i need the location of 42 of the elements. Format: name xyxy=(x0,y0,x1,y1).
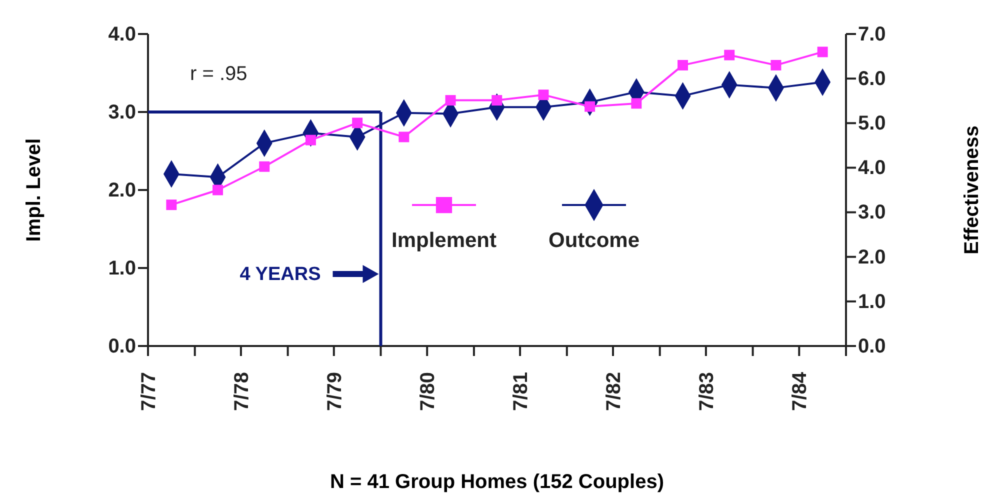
point xyxy=(445,95,456,106)
x-tick-label: 7/78 xyxy=(230,372,253,411)
y-tick-label: 4.0 xyxy=(108,23,136,46)
legend-label: Implement xyxy=(391,229,497,252)
y-tick-label: 1.0 xyxy=(108,257,136,280)
ref-line-label: 4 YEARS xyxy=(240,264,321,285)
x-tick-label: 7/82 xyxy=(602,372,625,411)
y-tick-label: 2.0 xyxy=(108,179,136,202)
point xyxy=(678,60,688,70)
y-tick-label: 0.0 xyxy=(108,335,136,358)
y2-axis-title: Effectiveness xyxy=(961,126,983,254)
y2-tick-label: 1.0 xyxy=(858,290,886,313)
x-tick-label: 7/80 xyxy=(417,372,440,411)
y2-tick-label: 3.0 xyxy=(858,202,886,224)
x-tick-label: 7/79 xyxy=(324,372,346,411)
point xyxy=(305,134,316,146)
point xyxy=(398,132,410,142)
point xyxy=(166,200,177,210)
x-tick-label: 7/81 xyxy=(510,372,532,411)
point xyxy=(724,50,735,60)
y2-tick-label: 7.0 xyxy=(858,23,886,46)
legend-label: Outcome xyxy=(548,229,640,252)
y2-tick-label: 6.0 xyxy=(858,68,886,90)
point xyxy=(352,118,363,128)
point xyxy=(492,95,502,106)
point xyxy=(259,161,270,172)
y2-tick-label: 2.0 xyxy=(858,246,886,268)
y2-tick-label: 0.0 xyxy=(858,335,886,358)
point xyxy=(770,60,782,70)
y2-tick-label: 5.0 xyxy=(858,112,886,135)
x-axis-title: N = 41 Group Homes (152 Couples) xyxy=(330,471,664,493)
y-axis-title: Impl. Level xyxy=(23,138,45,242)
point xyxy=(631,98,642,109)
x-tick-label: 7/84 xyxy=(789,371,812,411)
y-tick-label: 3.0 xyxy=(108,101,136,124)
point xyxy=(538,90,549,100)
point xyxy=(817,46,828,58)
annotation: r = .95 xyxy=(190,63,248,85)
point xyxy=(212,184,224,196)
x-tick-label: 7/83 xyxy=(696,372,718,411)
y2-tick-label: 4.0 xyxy=(858,157,886,180)
x-tick-label: 7/77 xyxy=(138,372,160,411)
